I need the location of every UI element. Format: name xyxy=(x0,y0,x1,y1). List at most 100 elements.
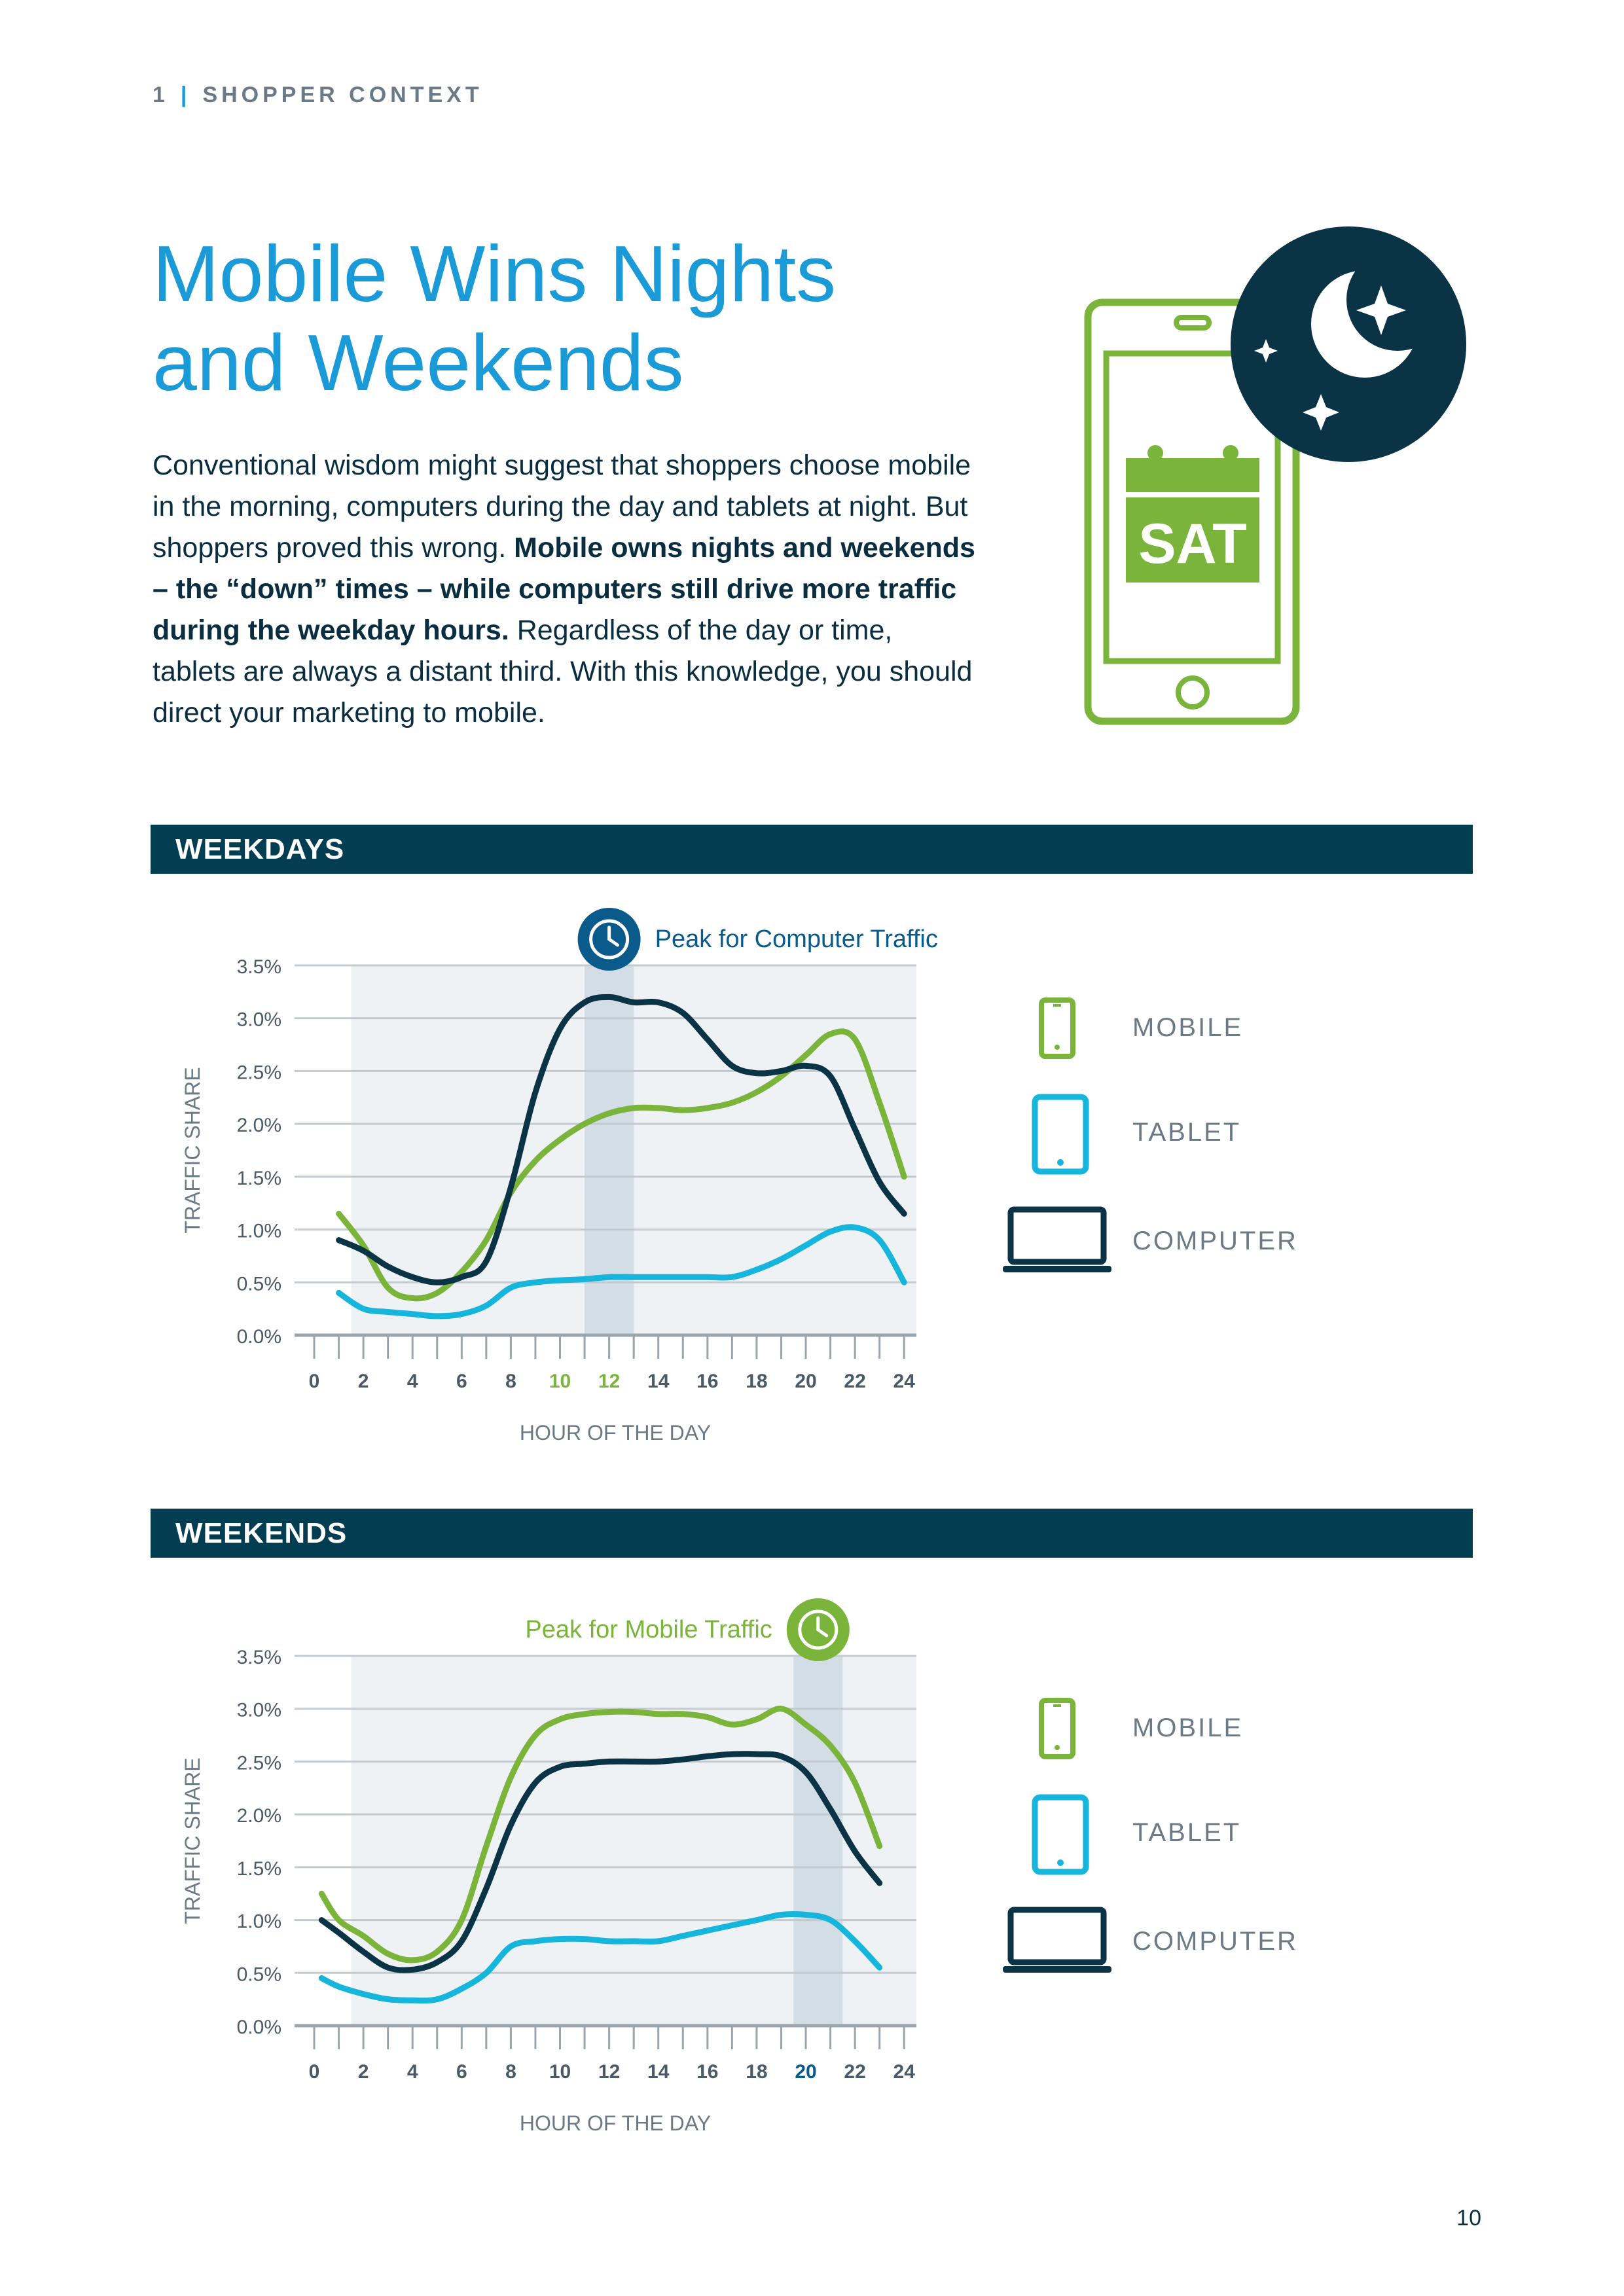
tablet-icon xyxy=(1032,1094,1089,1175)
legend-mobile: MOBILE xyxy=(1132,1013,1244,1042)
y-tick-label: 3.5% xyxy=(237,1647,281,1668)
y-tick-label: 2.5% xyxy=(237,1752,281,1774)
y-tick-label: 1.0% xyxy=(237,1221,281,1242)
x-tick-label: 4 xyxy=(407,2061,418,2083)
x-tick-label: 4 xyxy=(407,1371,418,1392)
section-number: 1 xyxy=(153,82,169,107)
x-tick-label: 14 xyxy=(647,2061,670,2083)
y-tick-label: 2.0% xyxy=(237,1805,281,1827)
y-tick-label: 2.5% xyxy=(237,1062,281,1083)
y-tick-label: 0.5% xyxy=(237,1964,281,1985)
x-axis-label: HOUR OF THE DAY xyxy=(520,1421,711,1444)
series-line-computer xyxy=(318,1751,883,1973)
laptop-icon xyxy=(1003,1907,1111,1973)
x-tick-label: 10 xyxy=(549,1371,571,1392)
mobile-icon xyxy=(1039,997,1075,1059)
page-title-line-2: and Weekends xyxy=(153,318,684,407)
clock-face xyxy=(798,1609,839,1650)
phone-home-button xyxy=(1176,675,1210,709)
x-tick-label: 10 xyxy=(549,2061,571,2083)
peak-highlight-band xyxy=(793,1656,843,2026)
y-axis-label: TRAFFIC SHARE xyxy=(181,1067,204,1233)
x-tick-label: 18 xyxy=(746,2061,767,2083)
legend-tablet: TABLET xyxy=(1132,1118,1242,1147)
weekends-legend: MOBILE TABLET COMPUTER xyxy=(1001,1689,1394,1990)
tablet-icon xyxy=(1032,1794,1089,1875)
x-tick-label: 0 xyxy=(309,2061,320,2083)
y-tick-label: 3.5% xyxy=(237,956,281,978)
series-line-tablet xyxy=(318,1911,883,2004)
weekdays-traffic-chart: 0.0%0.5%1.0%1.5%2.0%2.5%3.0%3.5%0 2 4 6 8 10 1… xyxy=(181,908,938,1444)
x-tick-label: 8 xyxy=(505,2061,516,2083)
x-tick-label: 22 xyxy=(844,2061,865,2083)
legend-computer: COMPUTER xyxy=(1132,1927,1298,1956)
x-tick-label: 22 xyxy=(844,1371,865,1392)
intro-paragraph: Conventional wisdom might suggest that s… xyxy=(153,445,977,734)
x-tick-label: 16 xyxy=(696,2061,718,2083)
x-tick-label: 18 xyxy=(746,1371,767,1392)
peak-annotation: Peak for Mobile Traffic xyxy=(525,1616,772,1643)
x-tick-label: 2 xyxy=(358,2061,369,2083)
x-tick-label: 6 xyxy=(456,2061,467,2083)
laptop-icon xyxy=(1003,1206,1111,1272)
series-line-computer xyxy=(336,994,907,1285)
weekdays-legend: MOBILE TABLET COMPUTER xyxy=(1001,988,1394,1289)
calendar-day-text: SAT xyxy=(1138,512,1247,575)
phone-speaker xyxy=(1174,315,1212,331)
x-tick-label: 20 xyxy=(795,1371,816,1392)
section-name: SHOPPER CONTEXT xyxy=(202,82,483,107)
peak-annotation: Peak for Computer Traffic xyxy=(655,925,938,953)
intro-text-2: Regardless of the day or time, tablets a… xyxy=(153,615,973,728)
y-tick-label: 0.0% xyxy=(237,2017,281,2038)
x-tick-label: 6 xyxy=(456,1371,467,1392)
x-tick-label: 0 xyxy=(309,1371,320,1392)
peak-highlight-band xyxy=(585,965,634,1335)
phone-night-illustration: SAT xyxy=(1084,226,1466,725)
intro-text-1: Conventional wisdom might suggest that s… xyxy=(153,450,971,564)
y-tick-label: 2.0% xyxy=(237,1115,281,1136)
weekdays-header: WEEKDAYS xyxy=(151,825,1473,874)
y-tick-label: 1.5% xyxy=(237,1858,281,1880)
x-tick-label: 12 xyxy=(598,2061,620,2083)
legend-computer: COMPUTER xyxy=(1132,1227,1298,1255)
page-number: 10 xyxy=(1456,2206,1481,2231)
calendar-icon: SAT xyxy=(1126,445,1259,583)
weekends-traffic-chart: 0.0%0.5%1.0%1.5%2.0%2.5%3.0%3.5%0 2 4 6 8 10 1… xyxy=(181,1598,916,2135)
series-line-tablet xyxy=(336,1224,907,1319)
series-line-mobile xyxy=(318,1706,883,1964)
section-separator: | xyxy=(180,82,191,107)
weekends-header: WEEKENDS xyxy=(151,1509,1473,1558)
page-title-line-1: Mobile Wins Nights xyxy=(153,229,837,318)
clock-hand xyxy=(607,937,620,947)
phone-screen xyxy=(1103,350,1281,664)
y-tick-label: 0.5% xyxy=(237,1273,281,1295)
x-axis-label: HOUR OF THE DAY xyxy=(520,2111,711,2135)
clock-icon xyxy=(577,908,641,971)
y-tick-label: 1.5% xyxy=(237,1168,281,1189)
mobile-icon xyxy=(1039,1698,1075,1759)
series-line-mobile xyxy=(336,1028,907,1302)
clock-hand xyxy=(816,1628,829,1638)
clock-face xyxy=(589,919,630,960)
y-tick-label: 0.0% xyxy=(237,1326,281,1348)
y-axis-label: TRAFFIC SHARE xyxy=(181,1757,204,1924)
y-tick-label: 3.0% xyxy=(237,1700,281,1721)
x-tick-label: 2 xyxy=(358,1371,369,1392)
x-tick-label: 12 xyxy=(598,1371,620,1392)
x-tick-label: 14 xyxy=(647,1371,670,1392)
x-tick-label: 20 xyxy=(795,2061,816,2083)
y-tick-label: 3.0% xyxy=(237,1009,281,1031)
moon-stars-icon xyxy=(1231,226,1466,462)
x-tick-label: 24 xyxy=(893,2061,916,2083)
clock-icon xyxy=(786,1598,850,1661)
x-tick-label: 24 xyxy=(893,1371,916,1392)
intro-bold-text: Mobile owns nights and weekends – the “d… xyxy=(153,532,975,646)
section-tag: 1 | SHOPPER CONTEXT xyxy=(153,82,483,108)
x-tick-label: 16 xyxy=(696,1371,718,1392)
x-tick-label: 8 xyxy=(505,1371,516,1392)
legend-mobile: MOBILE xyxy=(1132,1713,1244,1742)
page-title: Mobile Wins Nights and Weekends xyxy=(153,229,938,407)
legend-tablet: TABLET xyxy=(1132,1818,1242,1847)
y-tick-label: 1.0% xyxy=(237,1911,281,1933)
phone-outline xyxy=(1084,298,1300,725)
